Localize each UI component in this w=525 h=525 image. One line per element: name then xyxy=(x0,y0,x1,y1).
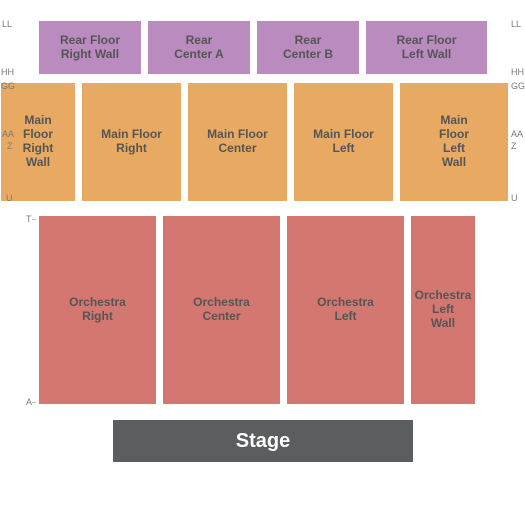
section-orch-right[interactable]: OrchestraRight xyxy=(38,215,157,405)
section-rear-center-a[interactable]: RearCenter A xyxy=(147,20,251,75)
row-marker: LL xyxy=(2,19,12,29)
section-label: Main FloorLeft xyxy=(313,128,374,156)
row-marker: U xyxy=(511,193,518,203)
row-marker: U xyxy=(6,193,13,203)
row-tick xyxy=(32,219,36,220)
row-marker: GG xyxy=(1,81,15,91)
section-rear-center-b[interactable]: RearCenter B xyxy=(256,20,360,75)
row-marker: AA xyxy=(2,129,14,139)
section-label: Rear FloorLeft Wall xyxy=(396,34,456,62)
section-main-left[interactable]: Main FloorLeft xyxy=(293,82,394,202)
section-orch-left-wall[interactable]: OrchestraLeftWall xyxy=(410,215,476,405)
section-label: MainFloorRightWall xyxy=(23,114,54,169)
section-label: Rear FloorRight Wall xyxy=(60,34,120,62)
section-label: OrchestraRight xyxy=(69,296,126,324)
section-orch-left[interactable]: OrchestraLeft xyxy=(286,215,405,405)
row-marker: LL xyxy=(511,19,521,29)
row-marker: AA xyxy=(511,129,523,139)
stage: Stage xyxy=(113,420,413,462)
section-main-left-wall[interactable]: MainFloorLeftWall xyxy=(399,82,509,202)
row-marker: Z xyxy=(511,141,517,151)
section-label: OrchestraCenter xyxy=(193,296,250,324)
section-main-right[interactable]: Main FloorRight xyxy=(81,82,182,202)
section-orch-center[interactable]: OrchestraCenter xyxy=(162,215,281,405)
row-marker: Z xyxy=(7,141,13,151)
section-label: OrchestraLeftWall xyxy=(415,289,472,330)
row-tick xyxy=(32,402,36,403)
section-label: MainFloorLeftWall xyxy=(439,114,469,169)
row-marker: HH xyxy=(511,67,524,77)
section-rear-left-wall[interactable]: Rear FloorLeft Wall xyxy=(365,20,488,75)
section-main-center[interactable]: Main FloorCenter xyxy=(187,82,288,202)
section-label: OrchestraLeft xyxy=(317,296,374,324)
section-rear-right-wall[interactable]: Rear FloorRight Wall xyxy=(38,20,142,75)
section-label: Main FloorCenter xyxy=(207,128,268,156)
row-marker: GG xyxy=(511,81,525,91)
row-marker: HH xyxy=(1,67,14,77)
stage-label: Stage xyxy=(236,430,290,453)
section-label: Main FloorRight xyxy=(101,128,162,156)
section-label: RearCenter A xyxy=(174,34,224,62)
seating-chart: Rear FloorRight Wall RearCenter A RearCe… xyxy=(18,20,508,510)
row-marker: T xyxy=(26,214,32,224)
section-label: RearCenter B xyxy=(283,34,333,62)
